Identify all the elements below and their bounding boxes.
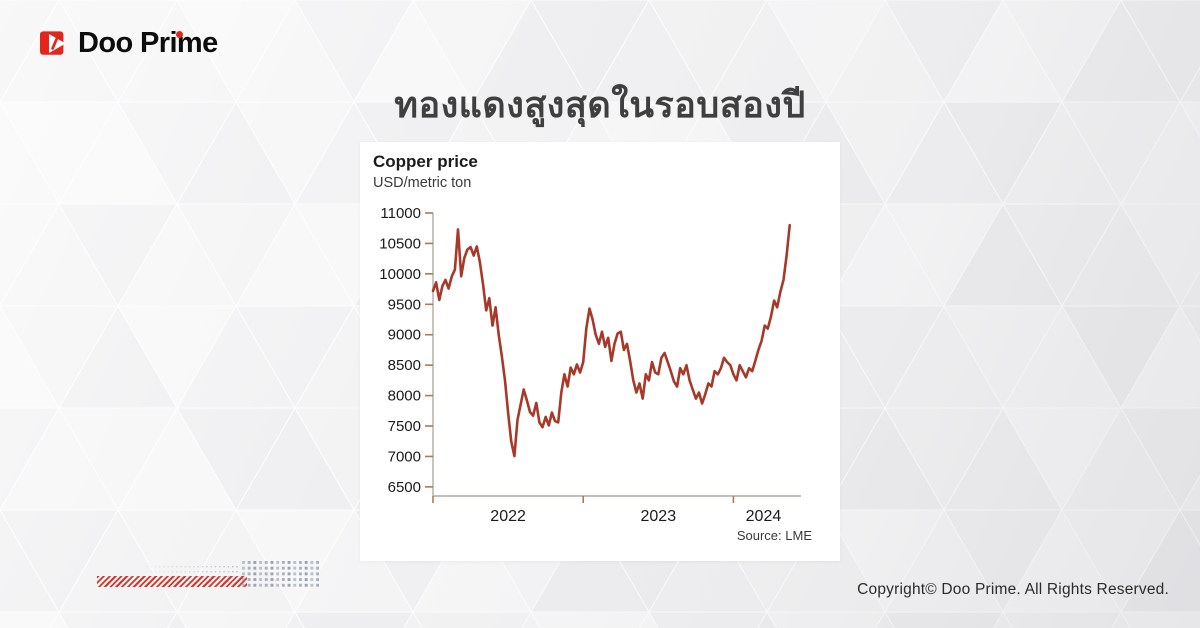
chart-title: Copper price xyxy=(373,152,478,171)
svg-text:10500: 10500 xyxy=(379,235,421,252)
brand-logo-text: Doo Prime xyxy=(78,27,218,59)
page-title: ทองแดงสูงสุดในรอบสองปี xyxy=(394,84,806,125)
svg-text:8500: 8500 xyxy=(388,357,421,374)
chart-y-axis-unit-label: USD/metric ton xyxy=(373,175,472,191)
svg-text:10000: 10000 xyxy=(379,266,421,283)
hatch-stripes-decoration xyxy=(97,576,247,587)
svg-text:11000: 11000 xyxy=(380,205,421,222)
logo-i-dot xyxy=(176,31,183,38)
svg-text:9000: 9000 xyxy=(388,327,421,344)
svg-text:2022: 2022 xyxy=(490,508,526,525)
brand-logo: Doo Prime xyxy=(40,27,218,59)
chart-card: Copper price USD/metric ton 11000 10500 10… xyxy=(360,142,840,561)
doo-prime-logo-icon xyxy=(40,31,66,55)
svg-text:7500: 7500 xyxy=(388,418,421,435)
svg-text:2024: 2024 xyxy=(746,508,782,525)
svg-text:7000: 7000 xyxy=(388,448,421,465)
svg-text:8000: 8000 xyxy=(388,388,421,405)
copyright-text: Copyright© Doo Prime. All Rights Reserve… xyxy=(857,581,1169,598)
svg-text:2023: 2023 xyxy=(641,508,677,525)
svg-text:6500: 6500 xyxy=(388,479,421,496)
chart-source-label: Source: LME xyxy=(736,528,812,543)
dot-grid-decoration xyxy=(146,561,319,587)
svg-text:9500: 9500 xyxy=(388,296,421,313)
copper-price-line-chart: 11000 10500 10000 9500 9000 8500 8000 7500 7000 6… xyxy=(379,205,801,525)
